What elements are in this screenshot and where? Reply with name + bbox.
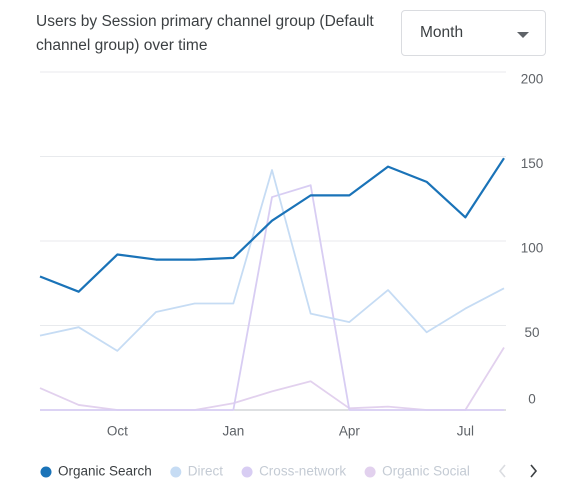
series-line: [39, 169, 505, 352]
legend-label: Direct: [188, 464, 224, 479]
y-tick-label: 0: [528, 392, 536, 407]
legend-label: Cross-network: [259, 464, 346, 479]
series-line: [40, 184, 504, 411]
dropdown-value: Month: [420, 24, 464, 41]
y-tick-label: 200: [521, 72, 544, 87]
y-tick-label: 150: [521, 156, 544, 171]
chart-title: Users by Session primary channel group (…: [36, 13, 374, 54]
x-tick-label: Oct: [107, 424, 128, 439]
y-tick-label: 100: [521, 241, 544, 256]
series-line: [39, 346, 505, 411]
legend-swatch: [241, 466, 253, 478]
legend-swatch: [40, 466, 52, 478]
legend-label: Organic Search: [58, 464, 152, 479]
legend-label: Organic Social: [382, 464, 470, 479]
x-tick-label: Jan: [222, 424, 244, 439]
legend-swatch: [170, 466, 182, 478]
series-line: [39, 157, 505, 293]
legend-swatch: [364, 466, 376, 478]
x-tick-label: Apr: [339, 424, 361, 439]
y-tick-label: 50: [524, 325, 539, 340]
dropdown-arrow: [517, 32, 529, 38]
legend-next[interactable]: [530, 464, 538, 478]
period-dropdown[interactable]: Month: [401, 10, 546, 56]
legend-prev[interactable]: [498, 464, 506, 478]
legend: Organic Search Direct Cross-network Organic…: [40, 464, 470, 479]
x-tick-label: Jul: [457, 424, 474, 439]
